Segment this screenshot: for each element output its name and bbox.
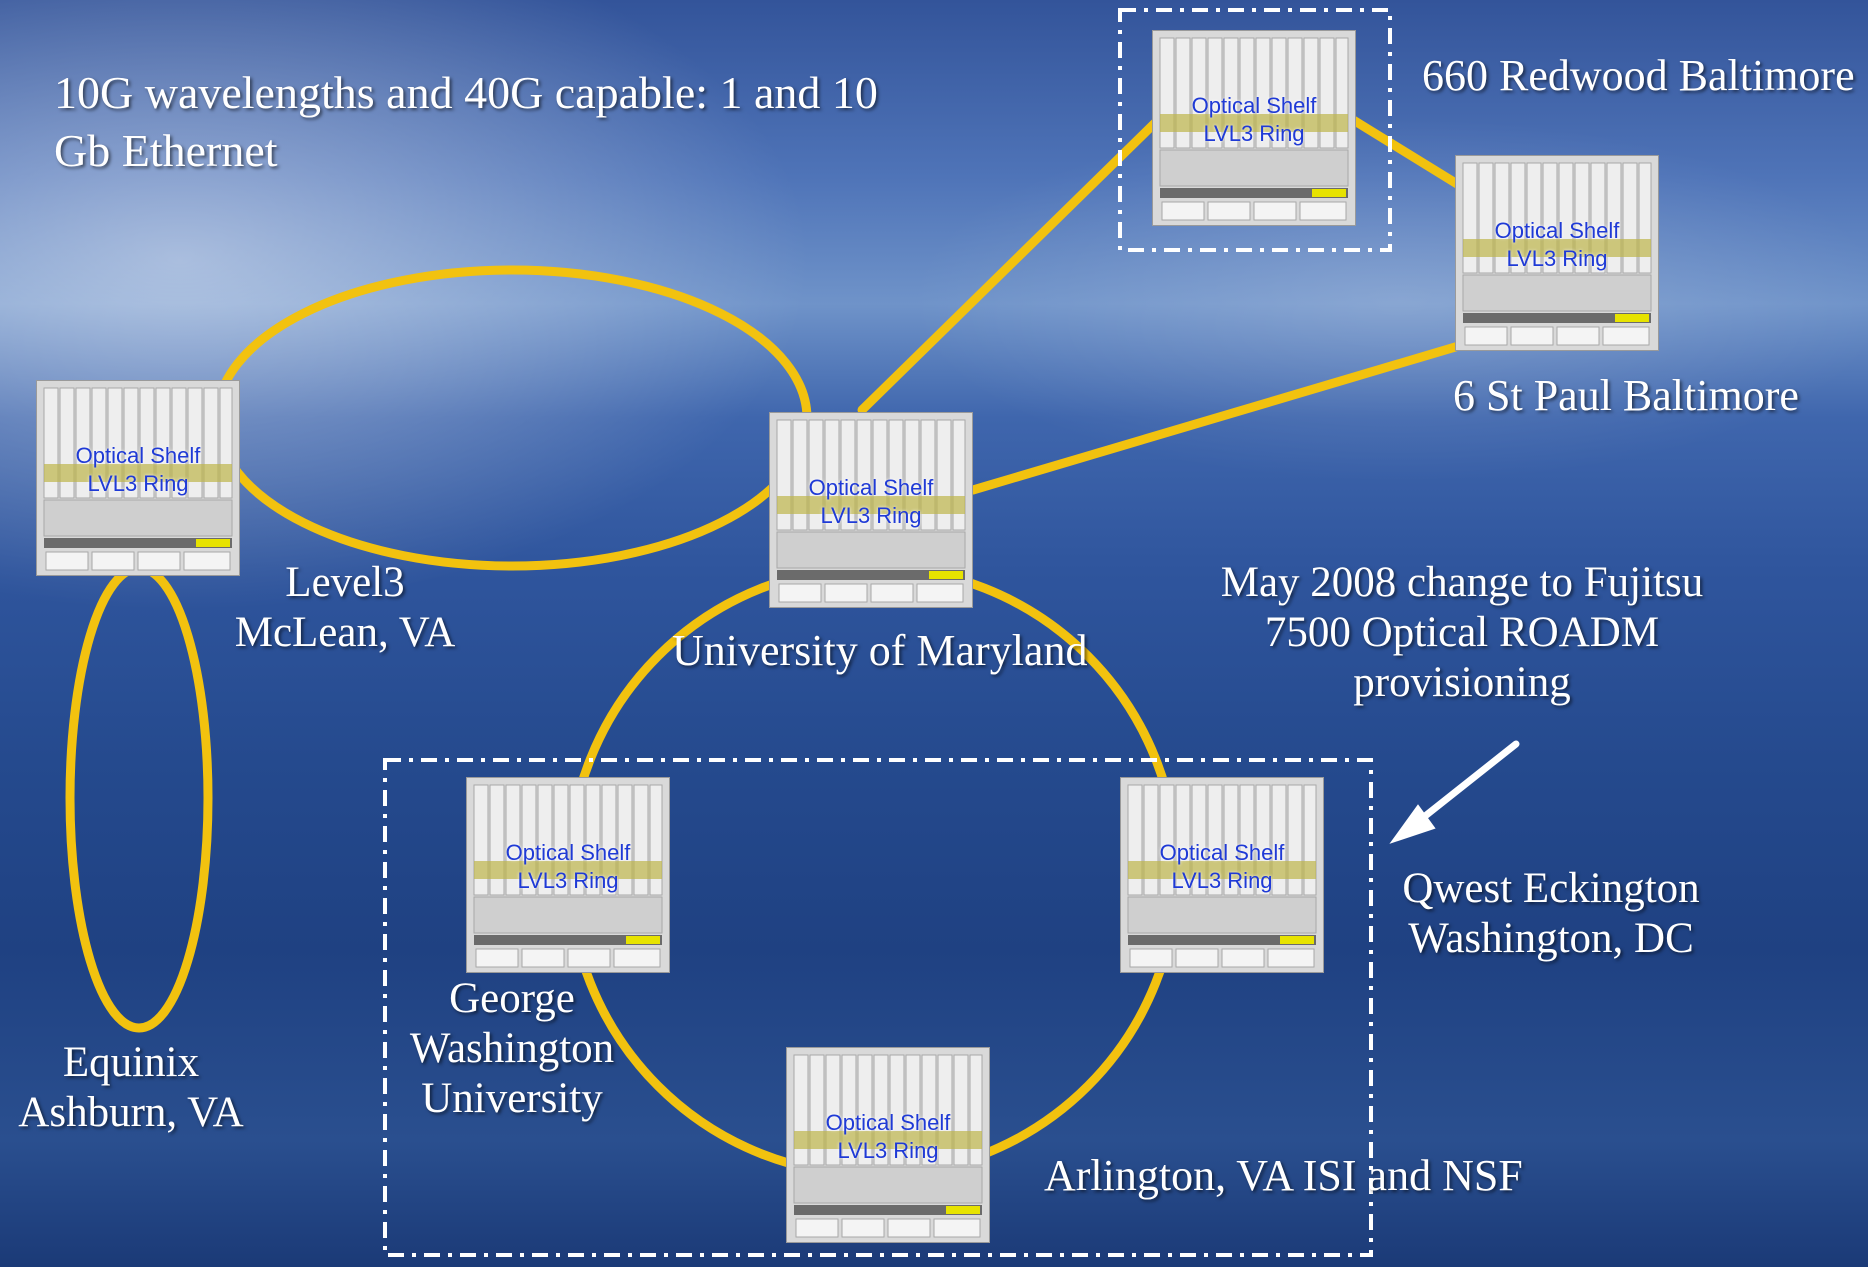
- shelf-label-title: Optical Shelf: [1159, 840, 1285, 865]
- site-label-gwu-line-3: University: [421, 1075, 603, 1122]
- optical-shelf-level3: Optical Shelf LVL3 Ring: [36, 380, 240, 576]
- site-label-qwest: Qwest Eckington Washington, DC: [1370, 864, 1732, 964]
- site-label-redwood: 660 Redwood Baltimore: [1422, 51, 1855, 100]
- site-label-equinix-line-2: Ashburn, VA: [18, 1089, 244, 1136]
- optical-shelf-stpaul: Optical Shelf LVL3 Ring: [1455, 155, 1659, 351]
- link-umd-redwood: [857, 113, 1165, 415]
- optical-shelf-icon: [1455, 155, 1659, 351]
- optical-shelf-redwood: Optical Shelf LVL3 Ring: [1152, 30, 1356, 226]
- site-label-gwu-line-2: Washington: [409, 1025, 615, 1072]
- site-label-umd: University of Maryland: [672, 626, 1088, 675]
- shelf-label-ring: LVL3 Ring: [517, 868, 619, 893]
- shelf-label-title: Optical Shelf: [505, 840, 631, 865]
- optical-shelf-icon: [1152, 30, 1356, 226]
- intro-line-1: 10G wavelengths and 40G capable: 1 and 1…: [54, 67, 878, 118]
- intro-line-2: Gb Ethernet: [54, 125, 278, 176]
- shelf-label-title: Optical Shelf: [1494, 218, 1620, 243]
- optical-shelf-gwu: Optical Shelf LVL3 Ring: [466, 777, 670, 973]
- provisioning-note-line-1: May 2008 change to Fujitsu: [1220, 559, 1704, 606]
- optical-shelf-icon: [769, 412, 973, 608]
- link-redwood-stpaul: [1345, 113, 1467, 192]
- shelf-label-ring: LVL3 Ring: [1506, 246, 1608, 271]
- group-baltimore-redwood: [1118, 8, 1392, 252]
- site-label-qwest-line-2: Washington, DC: [1408, 915, 1694, 962]
- shelf-label-title: Optical Shelf: [825, 1110, 951, 1135]
- optical-shelf-icon: [786, 1047, 990, 1243]
- shelf-label-title: Optical Shelf: [75, 443, 201, 468]
- arrow-icon: [1389, 740, 1520, 844]
- site-label-level3-line-1: Level3: [285, 559, 405, 606]
- site-label-equinix: Equinix Ashburn, VA: [0, 1038, 262, 1138]
- provisioning-note-line-3: provisioning: [1353, 659, 1571, 706]
- provisioning-note-line-2: 7500 Optical ROADM: [1264, 609, 1660, 656]
- shelf-label-ring: LVL3 Ring: [1171, 868, 1273, 893]
- site-label-stpaul: 6 St Paul Baltimore: [1453, 371, 1799, 420]
- shelf-label-title: Optical Shelf: [1191, 93, 1317, 118]
- shelf-label-ring: LVL3 Ring: [837, 1138, 939, 1163]
- ring-level3-umd: [212, 265, 812, 571]
- link-umd-stpaul: [968, 340, 1467, 495]
- site-label-level3-line-2: McLean, VA: [234, 609, 456, 656]
- site-label-gwu-line-1: George: [449, 975, 575, 1022]
- optical-shelf-icon: [466, 777, 670, 973]
- provisioning-note: May 2008 change to Fujitsu 7500 Optical …: [1186, 558, 1738, 708]
- shelf-label-ring: LVL3 Ring: [1203, 121, 1305, 146]
- optical-shelf-umd: Optical Shelf LVL3 Ring: [769, 412, 973, 608]
- site-label-equinix-line-1: Equinix: [62, 1039, 200, 1086]
- site-label-qwest-line-1: Qwest Eckington: [1402, 865, 1700, 912]
- optical-shelf-icon: [1120, 777, 1324, 973]
- site-label-gwu: George Washington University: [386, 974, 638, 1124]
- site-label-arlington: Arlington, VA ISI and NSF: [1044, 1151, 1523, 1200]
- ring-equinix: [65, 563, 213, 1033]
- intro-text: 10G wavelengths and 40G capable: 1 and 1…: [54, 64, 878, 180]
- shelf-label-ring: LVL3 Ring: [820, 503, 922, 528]
- group-dc: [383, 758, 1373, 1257]
- optical-shelf-arlington: Optical Shelf LVL3 Ring: [786, 1047, 990, 1243]
- shelf-label-title: Optical Shelf: [808, 475, 934, 500]
- shelf-label-ring: LVL3 Ring: [87, 471, 189, 496]
- site-label-level3: Level3 McLean, VA: [205, 558, 485, 658]
- optical-shelf-qwest: Optical Shelf LVL3 Ring: [1120, 777, 1324, 973]
- optical-shelf-icon: [36, 380, 240, 576]
